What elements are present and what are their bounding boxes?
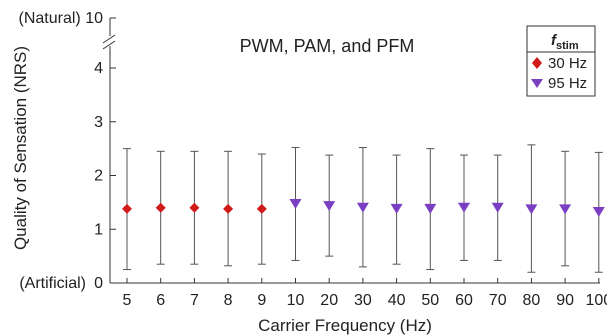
data-point (223, 203, 234, 214)
x-tick-label: 10 (287, 292, 305, 309)
y-tick-label: 1 (94, 221, 103, 238)
x-tick-label: 5 (123, 292, 132, 309)
y-axis: 0 1 2 3 4 (Natural) 10 (Artificial) (19, 10, 116, 292)
legend-label-30hz: 30 Hz (548, 55, 587, 72)
x-tick-label: 20 (320, 292, 338, 309)
y-axis-break-mark (102, 40, 116, 50)
legend-marker-95hz-triangle (531, 79, 543, 88)
y-break-tick-label: (Natural) 10 (19, 10, 104, 27)
data-point (323, 201, 336, 212)
data-point (559, 204, 572, 215)
y-axis-break-mark (102, 34, 116, 44)
data-point (155, 202, 166, 213)
x-tick-label: 100 (585, 292, 607, 309)
x-axis: 5 6 7 8 9 10 20 30 40 50 60 70 80 90 100 (123, 278, 607, 309)
plot-area (102, 18, 600, 284)
x-axis-label: Carrier Frequency (Hz) (258, 316, 432, 335)
x-tick-label: 50 (421, 292, 439, 309)
y-tick-label: 0 (94, 275, 103, 292)
x-tick-label: 70 (489, 292, 507, 309)
y-tick-label: 2 (94, 168, 103, 185)
x-tick-label: 80 (523, 292, 541, 309)
x-tick-label: 9 (257, 292, 266, 309)
data-point (122, 203, 132, 214)
legend-title-sub: stim (556, 40, 579, 52)
data-point (458, 202, 470, 213)
y-tick-label: 3 (94, 114, 103, 131)
chart-title: PWM, PAM, and PFM (240, 36, 415, 56)
x-tick-label: 60 (455, 292, 473, 309)
data-point (390, 203, 403, 214)
y-zero-annotation: (Artificial) (19, 275, 86, 292)
x-tick-label: 90 (556, 292, 574, 309)
data-point (491, 202, 504, 213)
legend: fstim 30 Hz 95 Hz (526, 25, 596, 97)
legend-title: fstim (551, 32, 579, 52)
data-point (592, 207, 605, 218)
x-tick-label: 8 (224, 292, 233, 309)
data-point (289, 198, 302, 209)
legend-label-95hz: 95 Hz (548, 75, 587, 92)
data-point (256, 203, 267, 214)
x-tick-label: 6 (156, 292, 165, 309)
data-point (356, 202, 369, 213)
legend-title-main: f (551, 32, 558, 49)
y-tick-label: 4 (94, 60, 103, 77)
x-tick-label: 7 (190, 292, 199, 309)
x-tick-label: 30 (354, 292, 372, 309)
data-point (525, 204, 538, 215)
data-point (424, 203, 437, 214)
legend-marker-30hz-diamond (532, 57, 542, 69)
data-marks (122, 144, 605, 273)
x-tick-label: 40 (388, 292, 406, 309)
data-point (189, 202, 200, 213)
y-axis-label: Quality of Sensation (NRS) (11, 46, 30, 250)
